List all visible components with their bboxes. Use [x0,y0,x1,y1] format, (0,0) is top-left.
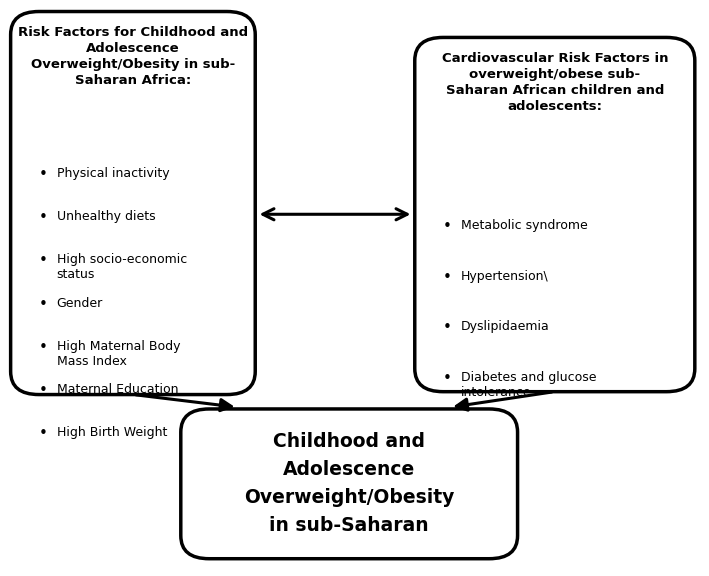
Text: •: • [39,426,48,441]
Text: •: • [39,383,48,398]
Text: •: • [443,320,452,335]
FancyBboxPatch shape [11,12,255,395]
Text: Childhood and
Adolescence
Overweight/Obesity
in sub-Saharan: Childhood and Adolescence Overweight/Obe… [244,433,454,535]
Text: Dyslipidaemia: Dyslipidaemia [461,320,549,334]
Text: •: • [39,340,48,355]
Text: Maternal Education: Maternal Education [57,383,178,396]
FancyBboxPatch shape [415,37,695,392]
Text: Metabolic syndrome: Metabolic syndrome [461,219,588,232]
Text: Hypertension\: Hypertension\ [461,270,549,283]
Text: High Birth Weight: High Birth Weight [57,426,167,439]
Text: Diabetes and glucose
intolerance: Diabetes and glucose intolerance [461,371,596,399]
Text: •: • [39,297,48,312]
Text: High Maternal Body
Mass Index: High Maternal Body Mass Index [57,340,180,368]
FancyBboxPatch shape [181,409,518,559]
Text: Gender: Gender [57,297,103,310]
Text: Physical inactivity: Physical inactivity [57,167,169,180]
Text: Cardiovascular Risk Factors in
overweight/obese sub-
Saharan African children an: Cardiovascular Risk Factors in overweigh… [442,52,668,113]
Text: •: • [39,167,48,182]
Text: •: • [443,270,452,285]
Text: •: • [39,253,48,268]
Text: •: • [443,371,452,386]
Text: Risk Factors for Childhood and
Adolescence
Overweight/Obesity in sub-
Saharan Af: Risk Factors for Childhood and Adolescen… [18,26,248,87]
Text: •: • [39,210,48,225]
Text: High socio-economic
status: High socio-economic status [57,253,187,282]
Text: Unhealthy diets: Unhealthy diets [57,210,155,223]
Text: •: • [443,219,452,234]
